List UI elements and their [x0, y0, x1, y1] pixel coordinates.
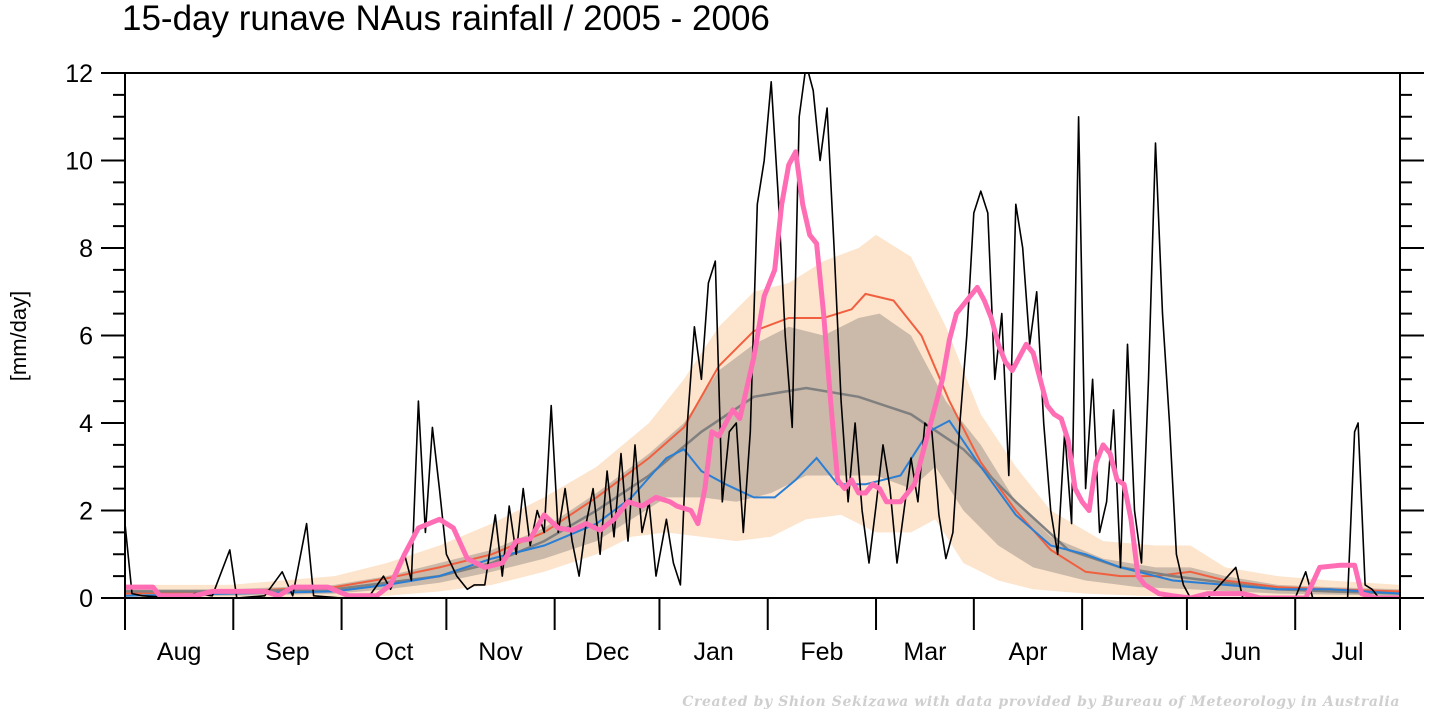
x-tick-label: Jun	[1221, 638, 1261, 666]
y-tick-label: 6	[79, 323, 93, 351]
x-tick-label: Oct	[375, 638, 414, 666]
climatology-bands	[125, 234, 1400, 598]
x-tick-label: Aug	[157, 638, 201, 666]
x-tick-label: Nov	[478, 638, 523, 666]
y-tick-label: 8	[79, 235, 93, 263]
daily-rainfall-line	[125, 73, 1400, 598]
x-tick-label: Jul	[1332, 638, 1364, 666]
running-average-line	[125, 149, 1400, 598]
y-tick-label: 10	[65, 148, 93, 176]
x-tick-label: Jan	[693, 638, 733, 666]
x-tick-label: Dec	[585, 638, 629, 666]
x-tick-label: Sep	[265, 638, 309, 666]
y-tick-label: 4	[79, 410, 93, 438]
x-tick-label: Feb	[800, 638, 843, 666]
x-tick-label: Mar	[903, 638, 946, 666]
x-tick-label: May	[1111, 638, 1159, 666]
y-axis-label: [mm/day]	[6, 291, 31, 381]
inner-range-band	[125, 313, 1400, 596]
x-axis: Aug Sep Oct Nov Dec Jan Feb Mar Apr May Jun Jul	[124, 598, 1401, 666]
y-tick-label: 2	[79, 498, 93, 526]
series-lines	[125, 73, 1400, 598]
credit-text: Created by Shion Sekizawa with data prov…	[682, 694, 1400, 710]
y-axis: 0 2 4 6 8 10 12	[65, 60, 1424, 613]
y-tick-label: 12	[65, 60, 93, 88]
x-tick-label: Apr	[1009, 638, 1048, 666]
chart-title: 15-day runave NAus rainfall / 2005 - 200…	[122, 0, 770, 38]
y-tick-label: 0	[79, 585, 93, 613]
